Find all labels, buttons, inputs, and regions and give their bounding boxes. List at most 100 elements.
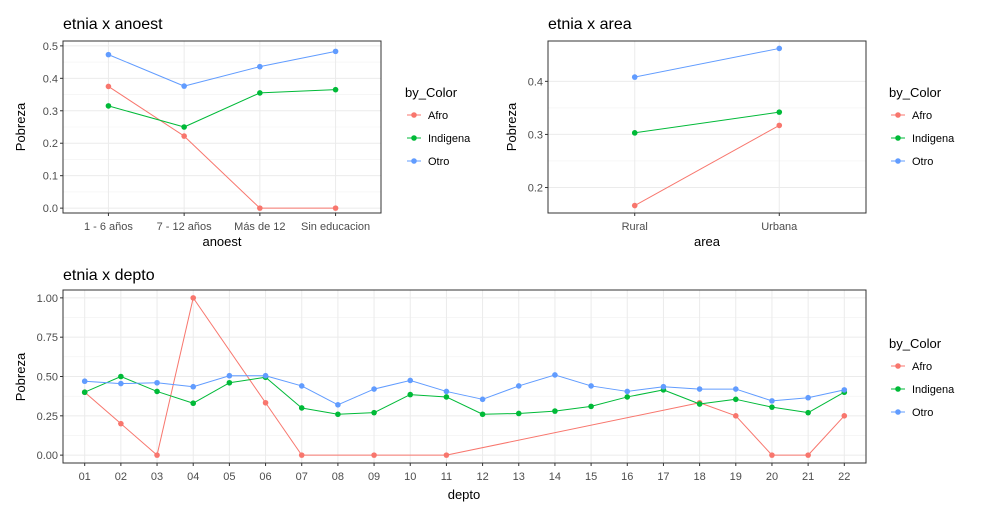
- data-point: [769, 452, 775, 458]
- data-point: [443, 452, 450, 458]
- x-tick-label: 09: [368, 471, 380, 483]
- series-line-segment: [446, 390, 483, 400]
- series-line-segment: [627, 386, 664, 392]
- series-line-segment: [410, 379, 447, 392]
- data-point: [190, 295, 197, 301]
- data-point: [226, 379, 233, 386]
- x-tick-label: 07: [296, 471, 308, 483]
- y-tick-label: 0.75: [37, 332, 58, 344]
- data-point: [696, 386, 703, 392]
- series-line-segment: [663, 386, 700, 390]
- data-point: [332, 205, 339, 211]
- series-line-segment: [184, 66, 260, 87]
- series-line-segment: [108, 54, 185, 87]
- data-point: [769, 404, 775, 410]
- x-tick-label: 22: [838, 471, 850, 483]
- panel-border: [62, 40, 382, 214]
- x-tick-label: 11: [441, 471, 452, 483]
- y-tick-label: 1.00: [37, 293, 58, 305]
- series-line-segment: [554, 405, 592, 412]
- data-point: [588, 403, 594, 410]
- legend-title: by_Color: [889, 336, 942, 351]
- legend-title: by_Color: [405, 85, 458, 100]
- x-tick-label: Rural: [622, 221, 648, 233]
- series-line-segment: [735, 398, 773, 408]
- series-otro: [81, 372, 848, 408]
- data-point: [552, 408, 558, 414]
- series-line-segment: [265, 375, 302, 387]
- data-point: [631, 74, 638, 80]
- y-axis-label: Pobreza: [13, 352, 28, 401]
- legend-entry-afro: Afro: [912, 361, 932, 373]
- series-line-segment: [108, 105, 185, 128]
- series-line-segment: [699, 402, 736, 417]
- x-tick-label: 17: [657, 471, 669, 483]
- series-line-segment: [265, 402, 303, 456]
- x-tick-label: 14: [549, 471, 561, 483]
- series-line-segment: [699, 398, 736, 405]
- legend: by_Color Afro Indigena Otro: [405, 85, 471, 168]
- series-line-segment: [192, 382, 230, 404]
- data-point: [105, 51, 112, 58]
- series-line-segment: [446, 402, 700, 456]
- data-point: [515, 410, 522, 417]
- series-afro: [105, 83, 339, 211]
- data-point: [732, 396, 739, 403]
- series-line-segment: [259, 50, 336, 68]
- series-line-segment: [634, 47, 780, 78]
- series-line-segment: [808, 389, 845, 399]
- data-point: [181, 124, 187, 130]
- data-point: [226, 372, 233, 379]
- x-tick-label: 15: [585, 471, 597, 483]
- data-point: [332, 86, 339, 93]
- legend-key-point: [895, 386, 901, 392]
- data-point: [257, 63, 263, 70]
- y-tick-label: 0.5: [43, 41, 58, 53]
- series-line-segment: [301, 407, 338, 415]
- legend-entry-otro: Otro: [428, 156, 449, 168]
- data-point: [262, 372, 269, 379]
- chart-panel-2: etnia x area 0.2 0.3 0.4 Rural Urbana area Pobr…: [504, 16, 955, 249]
- data-point: [335, 411, 341, 418]
- series-line-segment: [259, 89, 336, 94]
- legend-key-point: [895, 135, 901, 141]
- series-line-segment: [807, 391, 845, 414]
- x-tick-label: 13: [513, 471, 525, 483]
- series-line-segment: [590, 396, 628, 407]
- x-tick-label: 02: [115, 471, 127, 483]
- series-line-segment: [337, 388, 375, 406]
- data-point: [257, 205, 263, 211]
- legend-entry-afro: Afro: [912, 110, 932, 122]
- data-point: [443, 388, 450, 395]
- data-point: [371, 386, 377, 392]
- legend-entry-indigena: Indigena: [912, 133, 955, 145]
- x-tick-label: 7 - 12 años: [157, 221, 213, 233]
- data-point: [81, 389, 88, 396]
- panel-border: [62, 289, 867, 464]
- data-point: [298, 383, 305, 389]
- series-line-segment: [193, 375, 230, 388]
- series-line-segment: [482, 385, 519, 400]
- y-axis-label: Pobreza: [504, 102, 519, 151]
- data-point: [660, 383, 667, 390]
- series-line-segment: [627, 389, 664, 398]
- series-line-segment: [373, 379, 411, 390]
- legend: by_Color Afro Indigena Otro: [889, 85, 955, 168]
- series-line-segment: [301, 385, 339, 406]
- series-line-segment: [554, 374, 592, 387]
- series-indigena: [81, 373, 848, 418]
- x-tick-label: 10: [404, 471, 416, 483]
- panel-border: [547, 40, 867, 214]
- series-line-segment: [518, 374, 556, 387]
- series-line-segment: [634, 124, 780, 207]
- series-indigena: [631, 109, 783, 136]
- data-point: [181, 133, 187, 139]
- data-point: [624, 388, 631, 395]
- data-point: [105, 103, 112, 109]
- x-tick-label: 16: [621, 471, 633, 483]
- x-tick-label: 20: [766, 471, 778, 483]
- series-otro: [631, 45, 783, 80]
- chart-panel-3: etnia x depto 0.00 0.25 0.50 0.75 1.00 01 02 03 0…: [13, 267, 955, 502]
- legend-key-point: [895, 158, 901, 164]
